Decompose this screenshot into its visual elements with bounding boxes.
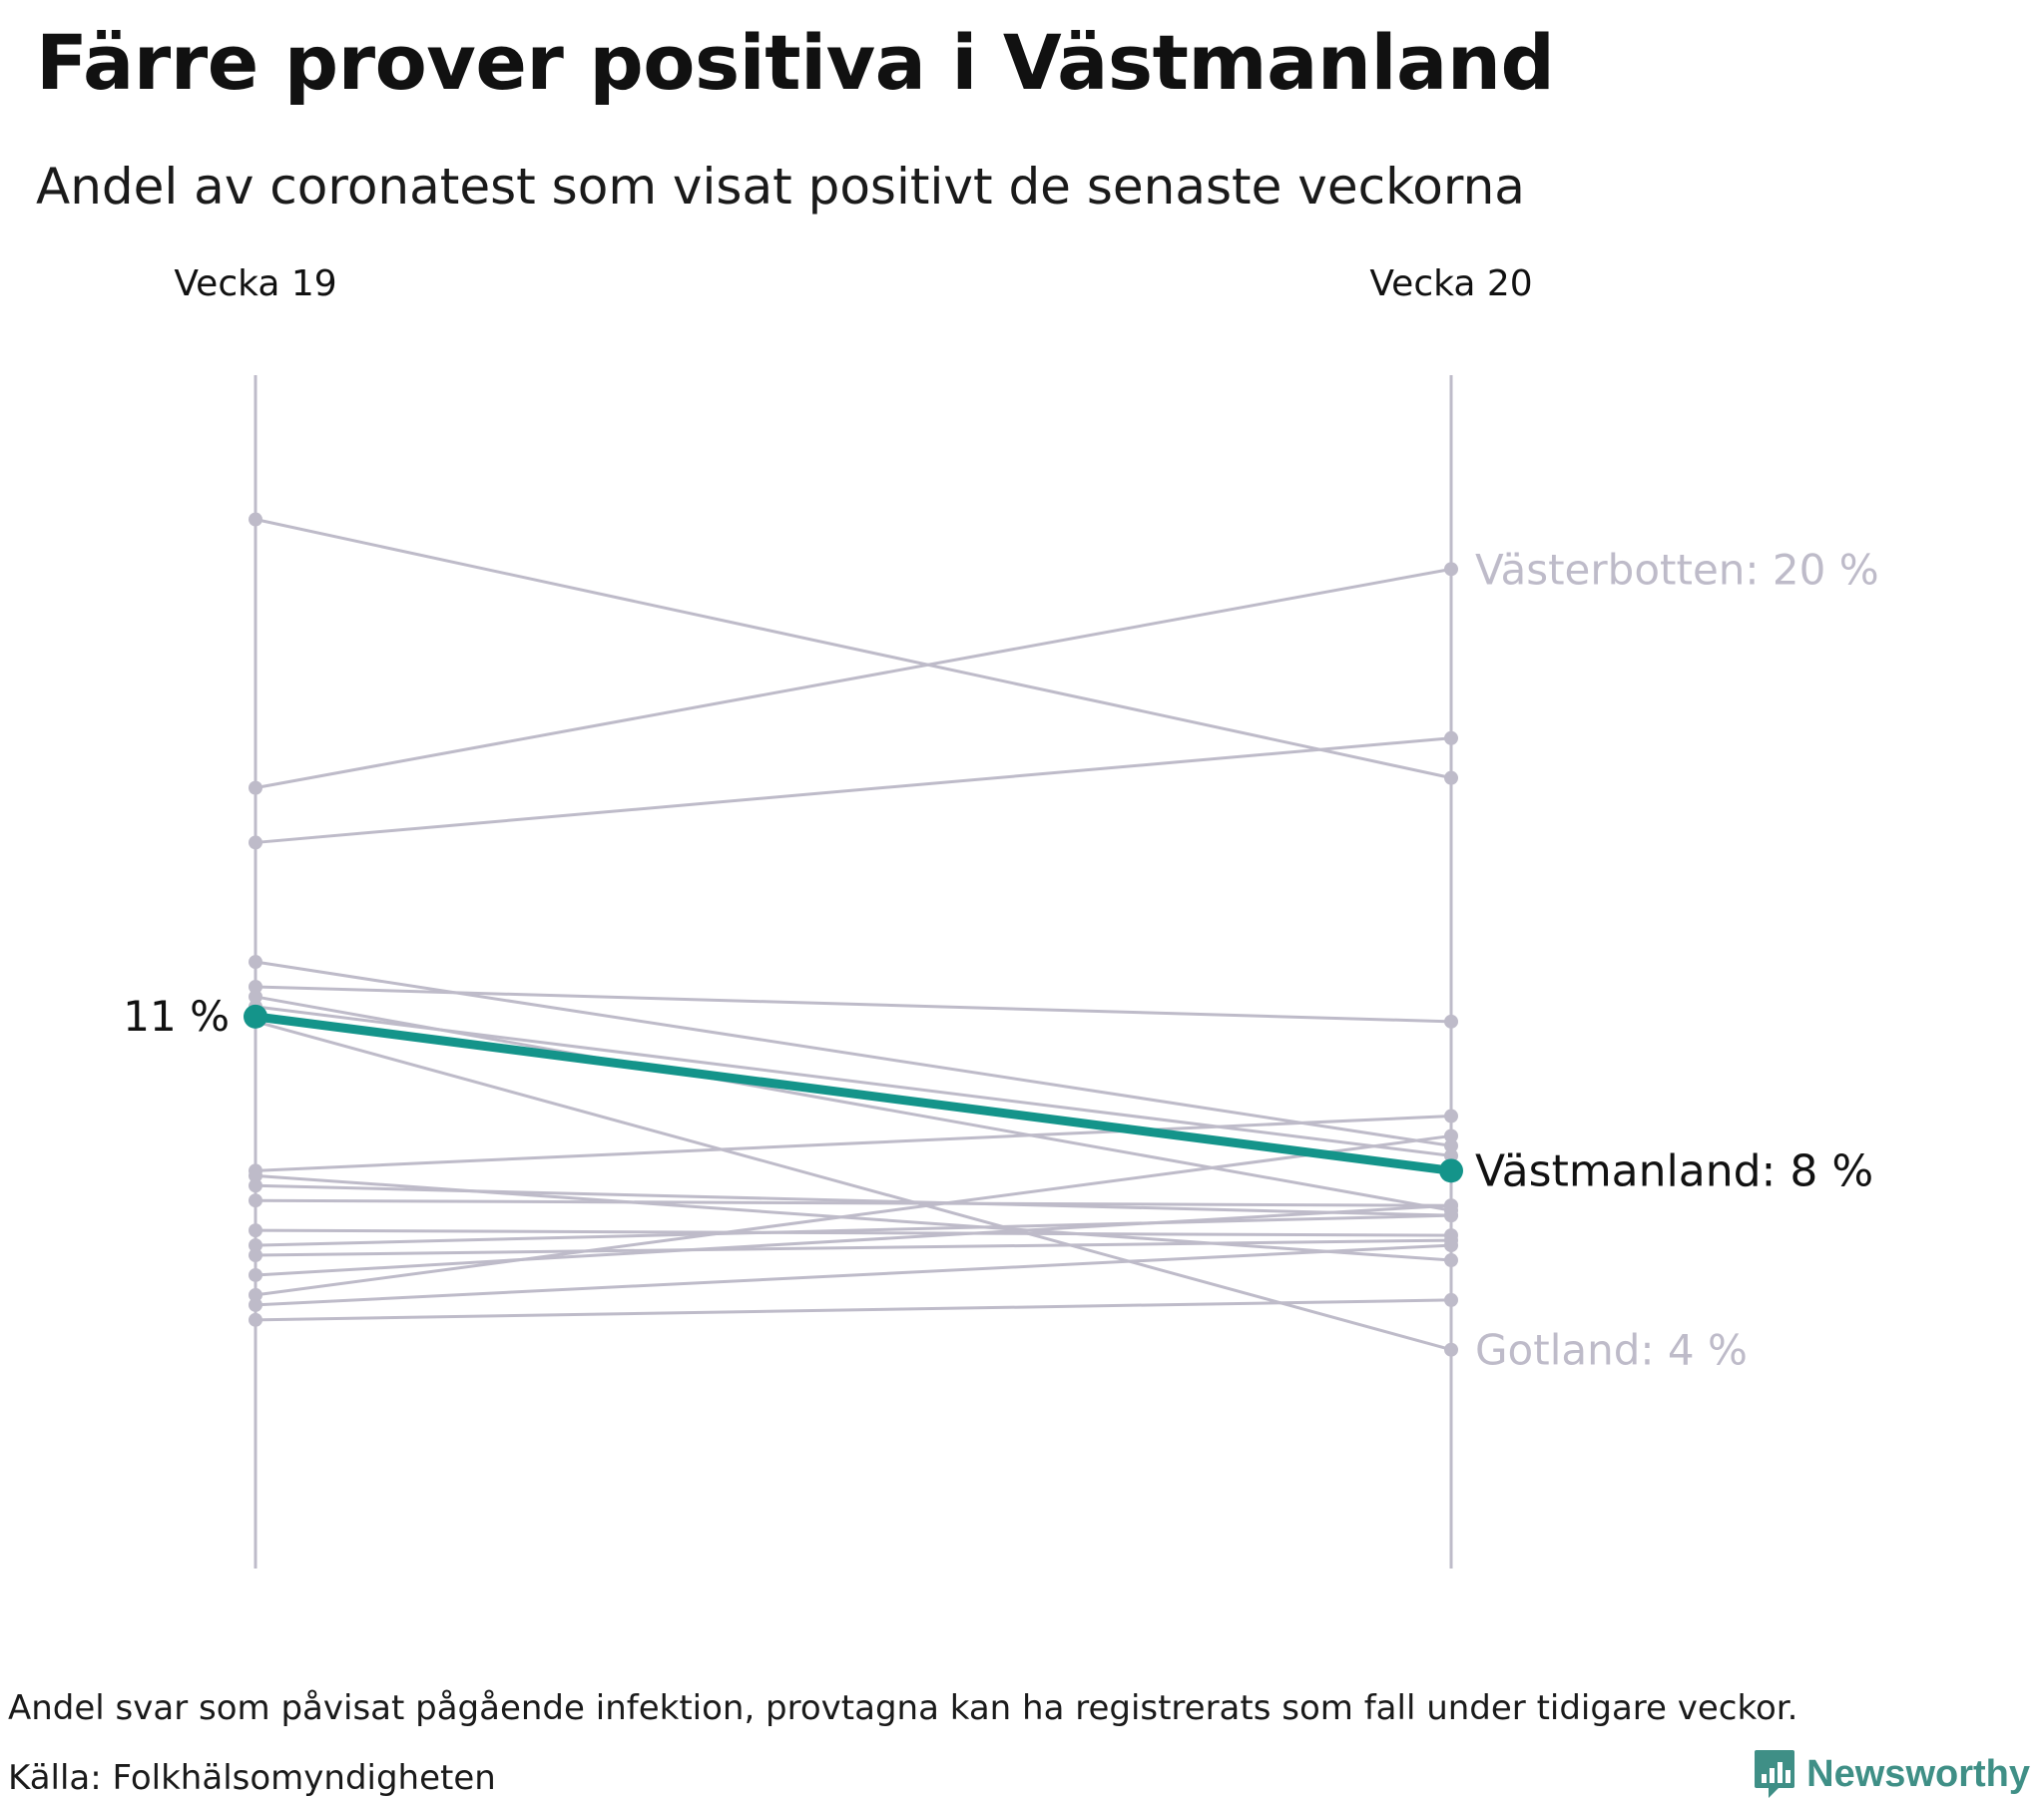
point-week-20-series-17 bbox=[1444, 1128, 1458, 1143]
series-line-vasterbotten bbox=[255, 567, 1452, 790]
point-week-20-series-4 bbox=[1444, 730, 1458, 745]
newsworthy-bars-icon bbox=[1755, 1750, 1795, 1798]
point-week-19-series-18 bbox=[249, 1297, 262, 1312]
point-week-19-series-5 bbox=[249, 955, 262, 970]
series-line-series-9 bbox=[255, 1115, 1452, 1172]
point-week-20-series-18 bbox=[1444, 1238, 1458, 1253]
series-line-series-11 bbox=[255, 1183, 1452, 1217]
highlight-start-label: 11 % bbox=[123, 992, 230, 1041]
series-label-vasterbotten: Västerbotten: 20 % bbox=[1475, 545, 1879, 594]
series-line-series-17 bbox=[255, 1133, 1452, 1297]
chart-subtitle: Andel av coronatest som visat positivt d… bbox=[36, 158, 1525, 216]
point-week-19-series-11 bbox=[249, 1178, 262, 1193]
highlight-end-label: Västmanland: 8 % bbox=[1475, 1145, 1873, 1196]
series-line-series-12 bbox=[255, 1198, 1452, 1207]
series-line-series-19 bbox=[255, 1298, 1452, 1322]
point-week-19-series-19 bbox=[249, 1312, 262, 1327]
series-label-gotland: Gotland: 4 % bbox=[1475, 1326, 1748, 1375]
highlight-point-week-19 bbox=[244, 1004, 267, 1029]
context-series-group bbox=[249, 512, 1458, 1357]
series-line-series-5 bbox=[255, 960, 1452, 1147]
series-line-series-4 bbox=[255, 736, 1452, 844]
series-line-series-6 bbox=[255, 985, 1452, 1024]
point-week-20-series-3 bbox=[1444, 770, 1458, 785]
series-labels-group: 11 % Västmanland: 8 % Västerbotten: 20 % Go… bbox=[123, 545, 1878, 1374]
point-week-20-series-16 bbox=[1444, 1198, 1458, 1213]
highlight-series-group bbox=[244, 1004, 1463, 1183]
point-week-19-series-14 bbox=[249, 1238, 262, 1253]
point-week-19-series-3 bbox=[249, 512, 262, 527]
point-week-20-gotland bbox=[1444, 1342, 1458, 1357]
highlight-line-vastmanland bbox=[251, 1012, 1456, 1175]
point-week-20-series-9 bbox=[1444, 1109, 1458, 1124]
point-week-19-series-15 bbox=[249, 1248, 262, 1263]
point-week-19-series-4 bbox=[249, 835, 262, 850]
series-line-series-3 bbox=[255, 518, 1452, 780]
point-week-20-series-10 bbox=[1444, 1253, 1458, 1268]
brand-name: Newsworthy bbox=[1806, 1752, 2030, 1795]
highlight-point-week-20 bbox=[1439, 1158, 1463, 1183]
footnote: Andel svar som påvisat pågående infektio… bbox=[8, 1688, 1798, 1728]
series-line-series-16 bbox=[255, 1203, 1452, 1277]
series-line-gotland bbox=[255, 1020, 1452, 1352]
point-week-19-series-13 bbox=[249, 1223, 262, 1238]
point-week-19-series-6 bbox=[249, 979, 262, 994]
point-week-20-series-19 bbox=[1444, 1292, 1458, 1307]
point-week-19-series-12 bbox=[249, 1193, 262, 1208]
point-week-20-vasterbotten bbox=[1444, 562, 1458, 577]
column-label-week-20: Vecka 20 bbox=[1369, 263, 1532, 304]
point-week-20-series-14 bbox=[1444, 1208, 1458, 1223]
series-line-series-8 bbox=[255, 1005, 1452, 1157]
point-week-20-series-6 bbox=[1444, 1014, 1458, 1029]
source-credit: Källa: Folkhälsomyndigheten bbox=[8, 1758, 496, 1798]
point-week-19-series-7 bbox=[249, 989, 262, 1004]
series-line-series-14 bbox=[255, 1213, 1452, 1247]
point-week-19-series-16 bbox=[249, 1267, 262, 1282]
series-line-series-15 bbox=[255, 1238, 1452, 1257]
point-week-19-vasterbotten bbox=[249, 780, 262, 795]
slope-chart: Vecka 19 Vecka 20 11 % Västmanland: 8 % Vä… bbox=[123, 263, 1879, 1569]
point-week-19-series-17 bbox=[249, 1287, 262, 1302]
chart-title: Färre prover positiva i Västmanland bbox=[36, 18, 1555, 107]
point-week-19-series-10 bbox=[249, 1168, 262, 1183]
point-week-20-series-5 bbox=[1444, 1138, 1458, 1153]
series-line-series-13 bbox=[255, 1228, 1452, 1237]
newsworthy-logo: Newsworthy bbox=[1753, 1748, 2030, 1800]
series-line-series-18 bbox=[255, 1243, 1452, 1307]
column-label-week-19: Vecka 19 bbox=[174, 263, 336, 304]
